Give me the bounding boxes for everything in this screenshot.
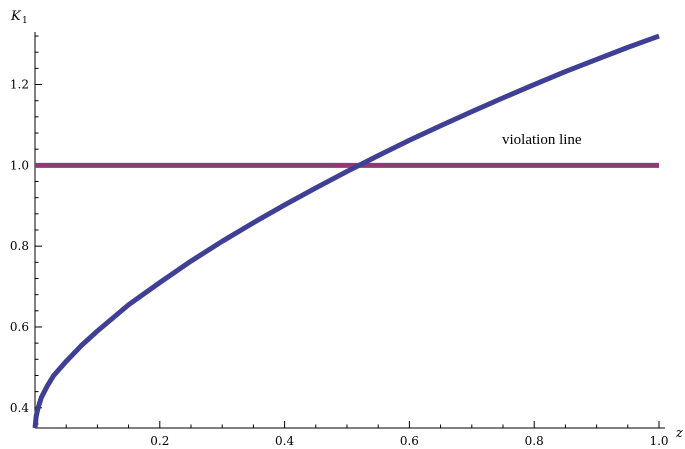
y-axis-label: K — [10, 9, 22, 24]
y-axis-label-subscript: 1 — [22, 16, 28, 26]
x-tick-label: 0.4 — [275, 434, 294, 448]
x-tick-label: 0.8 — [525, 434, 544, 448]
annotation-violation-line: violation line — [502, 132, 582, 148]
y-tick-label: 0.8 — [10, 239, 29, 253]
y-tick-label: 1.0 — [10, 158, 29, 172]
k1-curve — [32, 33, 660, 429]
y-tick-label: 0.4 — [10, 401, 29, 415]
x-tick-label: 0.6 — [400, 434, 419, 448]
series-layer — [32, 33, 660, 429]
x-tick-label: 1.0 — [649, 434, 668, 448]
x-tick-label: 0.2 — [150, 434, 169, 448]
ticks: 0.2 0.4 0.6 0.8 1.0 0.4 0.6 0.8 1.0 1.2 — [10, 35, 669, 448]
x-axis-label: z — [675, 426, 683, 441]
y-tick-label: 0.6 — [10, 320, 29, 334]
y-tick-label: 1.2 — [10, 78, 29, 92]
axes — [34, 32, 665, 429]
